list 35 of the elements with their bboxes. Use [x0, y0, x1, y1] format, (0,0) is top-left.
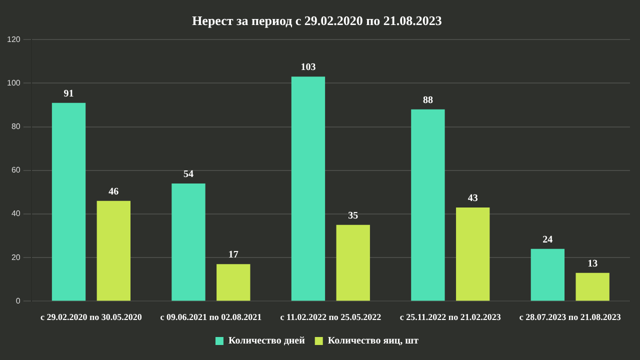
- bar: [216, 264, 250, 301]
- y-tick-label: 60: [11, 166, 21, 175]
- legend-label: Количество дней: [228, 336, 306, 347]
- y-tick-label: 120: [6, 34, 21, 44]
- data-label: 46: [108, 186, 119, 198]
- data-label: 91: [64, 88, 74, 100]
- bar: [456, 207, 490, 301]
- data-label: 17: [228, 250, 238, 261]
- bar: [96, 200, 130, 301]
- data-label: 35: [348, 210, 358, 222]
- x-tick-label: с 29.02.2020 по 30.05.2020: [40, 312, 142, 322]
- y-tick-label: 20: [11, 252, 21, 262]
- x-tick-label: с 11.02.2022 по 25.05.2022: [280, 312, 382, 322]
- y-tick-label: 100: [6, 78, 21, 88]
- data-label: 24: [542, 234, 553, 246]
- data-label: 103: [300, 62, 316, 74]
- x-tick-label: с 25.11.2022 по 21.02.2023: [400, 312, 502, 322]
- data-label: 43: [468, 193, 478, 204]
- x-tick-label: с 09.06.2021 по 02.08.2021: [160, 312, 262, 322]
- bar: [172, 183, 206, 301]
- bar: [530, 248, 565, 301]
- bar: [52, 102, 86, 301]
- legend-label: Количество яиц, шт: [328, 336, 419, 347]
- bar: [291, 76, 326, 301]
- y-tick-label: 0: [16, 296, 21, 306]
- data-label: 54: [183, 169, 194, 180]
- bar: [411, 109, 445, 301]
- chart-title: Нерест за период с 29.02.2020 по 21.08.2023: [192, 13, 442, 28]
- y-tick-label: 80: [11, 122, 21, 132]
- bar: [576, 272, 610, 301]
- data-label: 13: [588, 258, 598, 270]
- data-label: 88: [422, 94, 433, 106]
- bar: [336, 224, 370, 301]
- y-tick-label: 40: [11, 209, 21, 218]
- x-tick-label: с 28.07.2023 по 21.08.2023: [519, 312, 622, 322]
